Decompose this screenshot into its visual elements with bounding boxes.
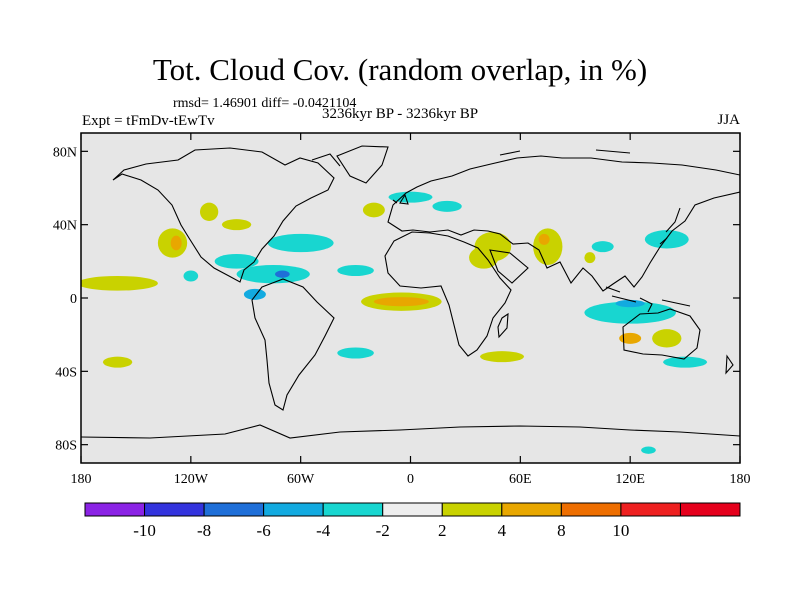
anomaly-patch xyxy=(81,276,158,291)
lon-tick-label: 120W xyxy=(174,472,209,487)
coastline-japan xyxy=(659,207,681,245)
plot-title: Tot. Cloud Cov. (random overlap, in %) xyxy=(152,52,648,87)
anomaly-patch xyxy=(243,288,266,300)
anomaly-patch xyxy=(641,446,656,454)
anomaly-patch xyxy=(170,235,182,251)
colorbar-swatch xyxy=(382,502,443,517)
coastline-indonesia xyxy=(605,286,691,313)
anomaly-patch xyxy=(337,347,374,359)
coastline-arctic-islands xyxy=(311,149,631,167)
coastline-madagascar xyxy=(497,312,509,339)
longitude-ticks: 180 120W 60W 0 60E 120E 180 xyxy=(71,133,751,487)
colorbar-swatch xyxy=(263,502,324,517)
anomaly-patch xyxy=(644,230,689,249)
anomaly-patch xyxy=(337,265,374,276)
anomaly-patch xyxy=(584,252,596,264)
season-label: JJA xyxy=(717,112,740,128)
colorbar: -10 -8 -6 -4 -2 2 4 8 10 xyxy=(84,502,741,540)
anomaly-patch xyxy=(199,202,219,221)
anomaly-patch xyxy=(615,299,645,308)
coastline-new-zealand xyxy=(725,354,734,375)
colorbar-swatch xyxy=(84,502,146,517)
coastline-south-america xyxy=(251,278,335,411)
anomaly-patch xyxy=(214,254,259,269)
period-label: 3236kyr BP - 3236kyr BP xyxy=(322,106,479,122)
coastline-eurasia xyxy=(387,155,740,292)
anomaly-patch xyxy=(591,241,614,253)
anomaly-patch xyxy=(362,202,385,218)
coastline-north-america xyxy=(112,147,335,283)
colorbar-label: 10 xyxy=(612,521,629,540)
colorbar-swatch xyxy=(560,502,622,517)
lat-tick-label: 80S xyxy=(55,439,77,454)
lat-tick-label: 0 xyxy=(70,292,77,307)
anomaly-patches xyxy=(81,191,708,454)
lat-tick-label: 40S xyxy=(55,365,77,380)
colorbar-label: 2 xyxy=(438,521,447,540)
stats-line: rmsd= 1.46901 diff= -0.0421104 xyxy=(173,96,357,111)
lon-tick-label: 0 xyxy=(407,472,414,487)
anomaly-patch xyxy=(432,200,462,212)
lon-tick-label: 60E xyxy=(509,472,532,487)
colorbar-swatch xyxy=(620,502,681,517)
colorbar-label: 4 xyxy=(498,521,507,540)
colorbar-label: -2 xyxy=(376,521,390,540)
anomaly-patch xyxy=(221,219,252,231)
lat-tick-label: 40N xyxy=(53,219,77,234)
colorbar-swatch xyxy=(203,502,265,517)
anomaly-patch xyxy=(388,191,433,203)
anomaly-patch xyxy=(652,329,682,348)
coastline-british-isles xyxy=(392,193,409,205)
coastline-antarctica xyxy=(81,424,740,439)
lon-tick-label: 120E xyxy=(615,472,645,487)
experiment-label: Expt = tFmDv-tEwTv xyxy=(82,113,215,129)
colorbar-swatch xyxy=(322,502,384,517)
anomaly-patch xyxy=(183,270,199,282)
anomaly-patch xyxy=(584,301,676,324)
anomaly-patch xyxy=(663,356,708,368)
coastline-africa xyxy=(384,231,512,357)
anomaly-patch xyxy=(619,332,642,344)
lat-tick-label: 80N xyxy=(53,145,77,160)
anomaly-patch xyxy=(267,233,334,253)
colorbar-label: -4 xyxy=(316,521,331,540)
colorbar-label: -8 xyxy=(197,521,211,540)
colorbar-swatch xyxy=(441,502,503,517)
anomaly-patch xyxy=(533,228,563,265)
colorbar-swatch xyxy=(144,502,205,517)
anomaly-patch xyxy=(538,233,550,245)
latitude-ticks: 80N 40N 0 40S 80S xyxy=(53,145,740,454)
coastline-arabia xyxy=(489,249,529,284)
lon-tick-label: 180 xyxy=(730,472,751,487)
coastline-greenland xyxy=(336,145,389,184)
colorbar-label: -6 xyxy=(257,521,271,540)
anomaly-patch xyxy=(474,232,512,262)
anomaly-patch xyxy=(102,356,133,368)
lon-tick-label: 180 xyxy=(71,472,92,487)
colorbar-swatch xyxy=(679,502,741,517)
colorbar-swatch xyxy=(501,502,562,517)
anomaly-patch xyxy=(480,351,524,363)
anomaly-patch xyxy=(373,297,429,307)
colorbar-label: 8 xyxy=(557,521,566,540)
coastline-australia xyxy=(622,308,701,360)
anomaly-patch xyxy=(236,265,310,284)
coastlines xyxy=(81,145,740,439)
colorbar-label: -10 xyxy=(133,521,156,540)
lon-tick-label: 60W xyxy=(287,472,315,487)
anomaly-patch xyxy=(275,270,290,278)
